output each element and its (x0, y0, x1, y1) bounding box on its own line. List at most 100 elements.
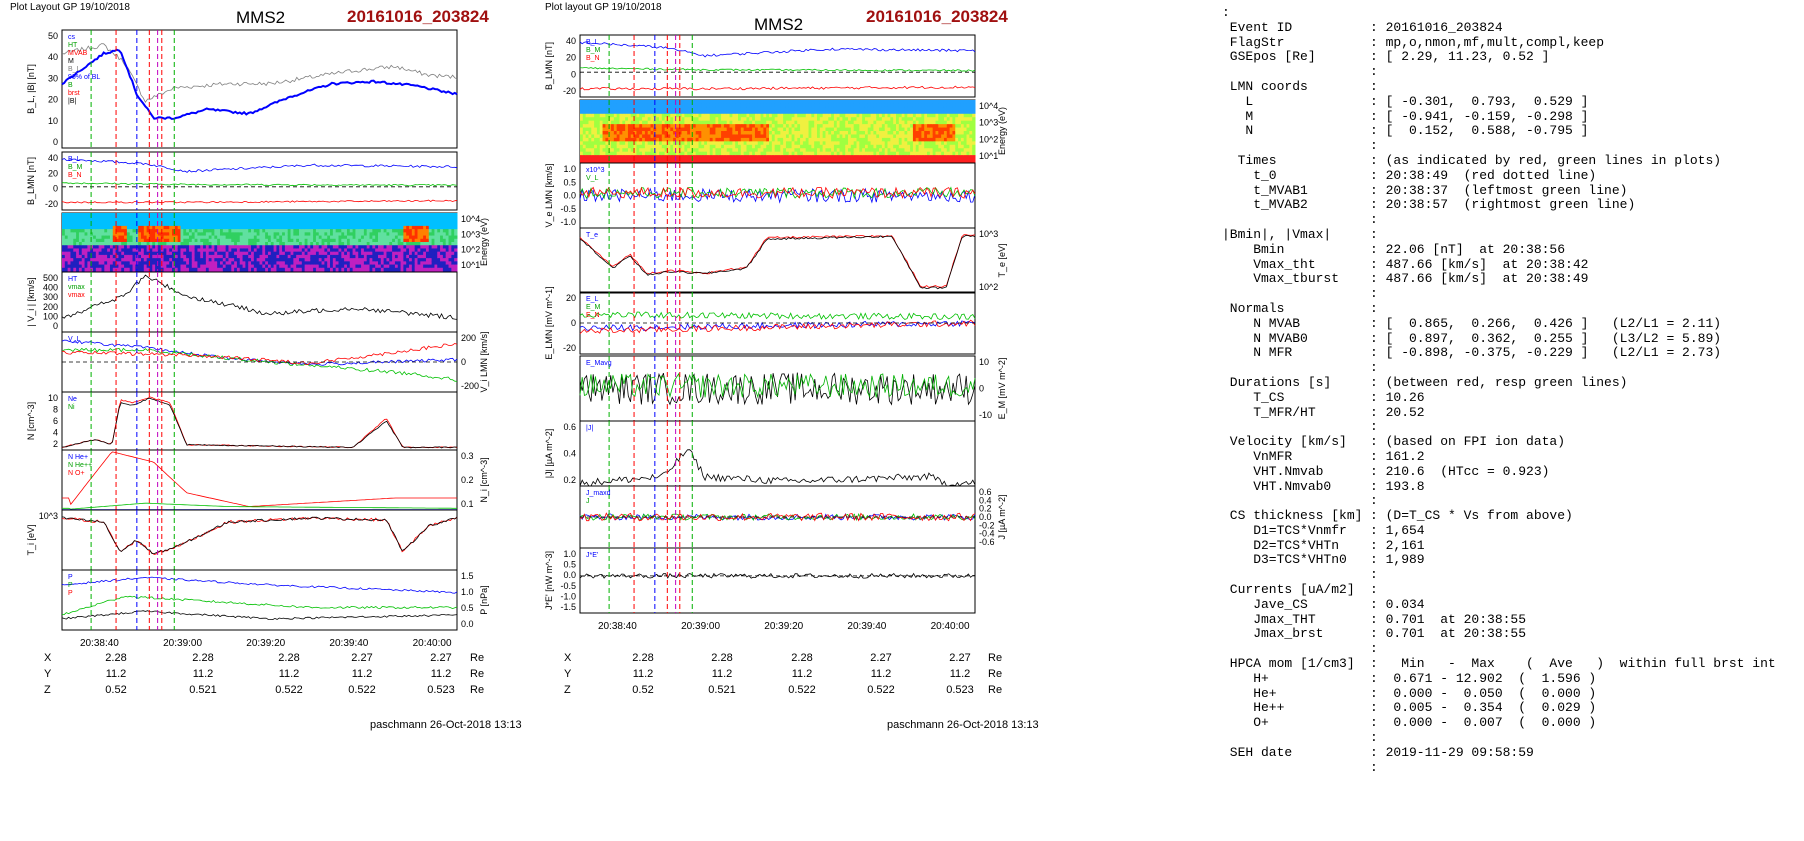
spectrogram-cell (392, 219, 396, 224)
legend-entry: vmax (68, 284, 85, 291)
spectrogram-cell (76, 225, 80, 230)
spectrogram-cell (383, 248, 387, 253)
spectrogram-cell (927, 134, 931, 139)
spectrogram-cell (67, 264, 71, 269)
spectrogram-cell (619, 144, 623, 149)
spectrogram-cell (848, 120, 852, 125)
spectrogram-cell (681, 100, 685, 104)
spectrogram-cell (780, 113, 784, 118)
spectrogram-cell (332, 235, 337, 240)
spectrogram-cell (661, 155, 666, 160)
spectrogram-cell (921, 127, 925, 132)
spectrogram-cell (825, 106, 829, 111)
spectrogram-cell (898, 103, 903, 108)
spectrogram-cell (828, 110, 832, 115)
spectrogram-cell (805, 100, 810, 104)
spectrogram-cell (265, 229, 269, 233)
spectrogram-cell (873, 131, 877, 135)
spectrogram-cell (879, 113, 883, 118)
spectrogram-cell (109, 219, 114, 224)
spectrogram-cell (344, 232, 348, 237)
spectrogram-cell (318, 213, 323, 217)
spectrogram-cell (605, 131, 609, 135)
spectrogram-cell (591, 158, 595, 163)
spectrogram-cell (675, 137, 680, 142)
spectrogram-cell (901, 158, 905, 163)
spectrogram-cell (876, 100, 880, 104)
spectrogram-cell (670, 134, 674, 139)
spectrogram-cell (653, 127, 657, 132)
spectrogram-cell (884, 144, 889, 149)
spectrogram-cell (287, 258, 292, 262)
spectrogram-cell (766, 117, 770, 122)
spectrogram-cell (242, 245, 246, 249)
spectrogram-cell (217, 242, 221, 246)
spectrogram-cell (912, 117, 917, 122)
spectrogram-cell (112, 225, 117, 230)
spectrogram-cell (304, 242, 308, 246)
spectrogram-cell (174, 267, 179, 272)
spectrogram-cell (321, 254, 325, 259)
spectrogram-cell (596, 131, 601, 135)
spectrogram-cell (585, 106, 589, 111)
spectrogram-cell (101, 225, 105, 230)
spectrogram-cell (684, 148, 688, 153)
spectrogram-cell (912, 131, 917, 135)
spectrogram-cell (684, 127, 688, 132)
spectrogram-cell (346, 254, 351, 259)
spectrogram-cell (304, 232, 308, 237)
spectrogram-cell (217, 248, 221, 253)
spectrogram-cell (797, 117, 801, 122)
spectrogram-cell (183, 219, 187, 224)
spectrogram-cell (627, 120, 632, 125)
spectrogram-cell (183, 238, 187, 243)
spectrogram-cell (166, 254, 170, 259)
spectrogram-cell (346, 232, 351, 237)
spectrogram-cell (228, 251, 232, 256)
spectrogram-cell (332, 245, 337, 249)
spectrogram-cell (670, 127, 674, 132)
spectrogram-cell (864, 155, 869, 160)
spectrogram-cell (867, 110, 872, 115)
spectrogram-cell (191, 261, 196, 266)
spectrogram-cell (867, 100, 872, 104)
spectrogram-cell (910, 141, 914, 146)
spectrogram-cell (169, 216, 173, 220)
spectrogram-cell (121, 232, 125, 237)
spectrogram-cell (352, 219, 356, 224)
spectrogram-cell (822, 103, 826, 108)
spectrogram-cell (256, 254, 260, 259)
spectrogram-cell (667, 141, 671, 146)
spectrogram-cell (417, 225, 421, 230)
spectrogram-cell (701, 137, 705, 142)
spectrogram-cell (378, 213, 382, 217)
spectrogram-cell (687, 103, 691, 108)
spectrogram-cell (740, 141, 745, 146)
spectrogram-cell (321, 261, 325, 266)
spectrogram-cell (613, 144, 618, 149)
spectrogram-cell (729, 117, 733, 122)
spectrogram-cell (619, 137, 623, 142)
spectrogram-cell (667, 137, 671, 142)
spectrogram-cell (687, 110, 691, 115)
spectrogram-cell (222, 261, 227, 266)
x-tick-label: 20:40:00 (413, 638, 452, 649)
spectrogram-cell (403, 245, 407, 249)
spectrogram-cell (633, 137, 637, 142)
spectrogram-cell (344, 258, 348, 262)
spectrogram-cell (155, 213, 159, 217)
spectrogram-cell (729, 131, 733, 135)
spectrogram-cell (129, 238, 134, 243)
spectrogram-cell (785, 127, 790, 132)
spectrogram-cell (695, 131, 699, 135)
spectrogram-cell (850, 134, 855, 139)
spectrogram-cell (451, 219, 455, 224)
spectrogram-cell (780, 110, 784, 115)
spectrogram-cell (186, 248, 190, 253)
spectrogram-cell (627, 158, 632, 163)
spectrogram-cell (107, 229, 111, 233)
spectrogram-cell (109, 222, 114, 227)
spectrogram-cell (718, 141, 722, 146)
spectrogram-cell (836, 158, 841, 163)
